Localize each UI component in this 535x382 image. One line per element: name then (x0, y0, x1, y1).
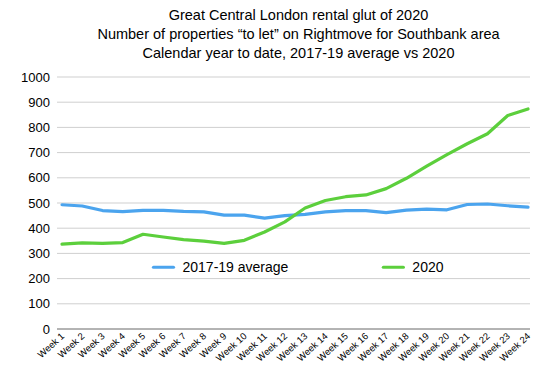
y-tick-label: 400 (28, 221, 50, 236)
chart-title: Great Central London rental glut of 2020 (169, 7, 429, 23)
grid-line (57, 228, 530, 229)
grid-line (57, 303, 530, 304)
grid-line (57, 77, 530, 78)
y-tick-label: 1000 (21, 70, 50, 85)
legend-item: 2020 (383, 259, 443, 275)
chart-svg: Great Central London rental glut of 2020… (0, 0, 535, 382)
grid-line (57, 203, 530, 204)
y-tick-label: 900 (28, 95, 50, 110)
x-axis-line (57, 329, 530, 330)
legend-label: 2017-19 average (182, 259, 288, 275)
x-tick-label: Week 24 (497, 330, 532, 363)
legend-item: 2017-19 average (153, 259, 288, 275)
series-line (62, 109, 528, 244)
y-tick-label: 300 (28, 246, 50, 261)
legend-key (383, 266, 403, 269)
legend-label: 2020 (412, 259, 443, 275)
y-tick-label: 0 (43, 322, 50, 337)
y-tick-label: 600 (28, 170, 50, 185)
grid-line (57, 152, 530, 153)
y-tick-label: 500 (28, 196, 50, 211)
grid-line (57, 102, 530, 103)
grid-line (57, 177, 530, 178)
y-tick-label: 800 (28, 120, 50, 135)
y-tick-label: 700 (28, 145, 50, 160)
plot-area (62, 109, 528, 244)
grid-line (57, 329, 530, 330)
chart-subtitle: Calendar year to date, 2017-19 average v… (143, 45, 455, 61)
y-tick-label: 200 (28, 271, 50, 286)
grid-line (57, 278, 530, 279)
chart-subtitle: Number of properties “to let” on Rightmo… (97, 26, 500, 42)
y-tick-label: 100 (28, 296, 50, 311)
grid-line (57, 253, 530, 254)
grid-line (57, 127, 530, 128)
chart-container: Great Central London rental glut of 2020… (0, 0, 535, 382)
legend: 2017-19 average 2020 (153, 259, 443, 275)
legend-key (153, 266, 173, 269)
